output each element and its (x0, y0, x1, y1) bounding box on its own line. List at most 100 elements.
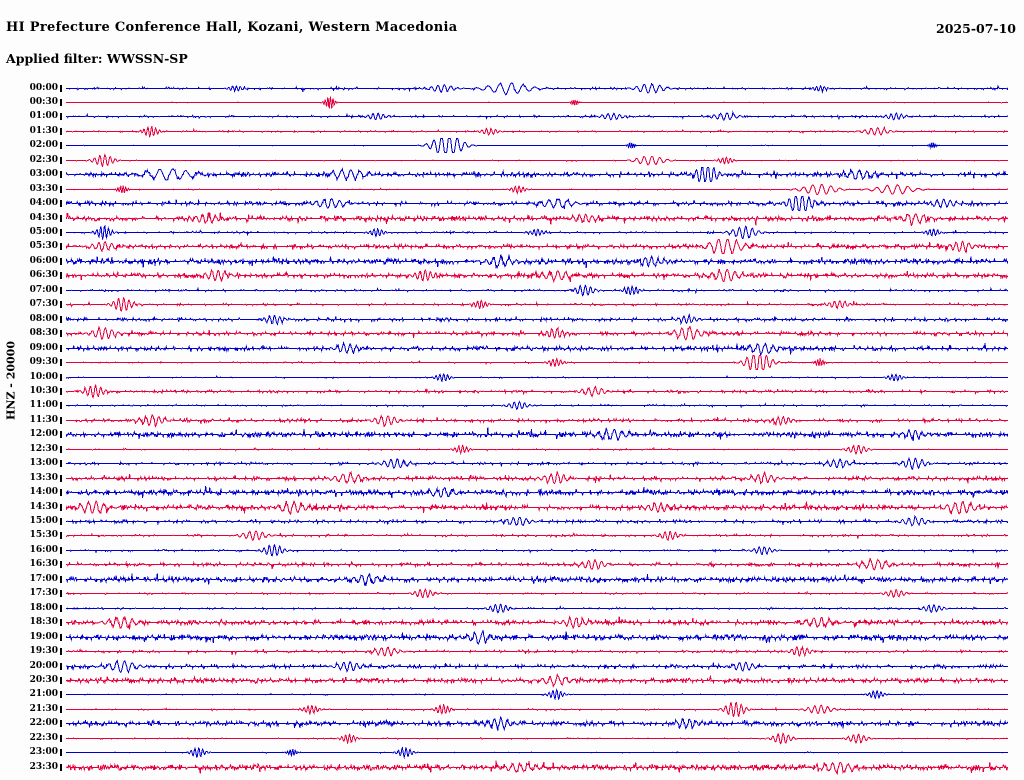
trace-time-label: 17:30 (29, 588, 58, 599)
trace-time-label: 23:00 (29, 747, 58, 758)
seismic-trace (66, 81, 1008, 95)
trace-row: 18:00 (0, 601, 1024, 616)
record-date: 2025-07-10 (936, 21, 1016, 36)
trace-row: 14:00 (0, 485, 1024, 500)
axis-tick (60, 127, 62, 135)
trace-row: 00:30 (0, 95, 1024, 110)
axis-tick (60, 633, 62, 641)
trace-row: 00:00 (0, 81, 1024, 96)
axis-tick (60, 200, 62, 208)
seismic-trace (66, 355, 1008, 370)
axis-tick (60, 98, 62, 106)
seismic-trace (66, 673, 1008, 688)
seismic-trace (66, 196, 1008, 212)
trace-row: 01:00 (0, 109, 1024, 124)
seismic-trace (66, 326, 1008, 341)
seismic-trace (66, 427, 1008, 442)
seismic-trace (66, 530, 1008, 542)
axis-tick (60, 359, 62, 367)
seismic-trace (66, 645, 1008, 658)
axis-tick (60, 561, 62, 569)
seismic-trace (66, 312, 1008, 326)
trace-time-label: 13:00 (29, 458, 58, 469)
trace-row: 12:30 (0, 442, 1024, 457)
axis-tick (60, 734, 62, 742)
axis-tick (60, 272, 62, 280)
trace-time-label: 17:00 (29, 573, 58, 584)
seismic-trace (66, 183, 1008, 195)
trace-time-label: 20:30 (29, 674, 58, 685)
trace-row: 07:00 (0, 283, 1024, 298)
trace-row: 19:00 (0, 629, 1024, 645)
trace-time-label: 04:30 (29, 212, 58, 223)
seismic-trace (66, 125, 1008, 139)
axis-tick (60, 518, 62, 525)
trace-time-label: 18:00 (29, 602, 58, 613)
axis-tick (60, 185, 62, 193)
trace-row: 04:30 (0, 211, 1024, 226)
trace-row: 18:30 (0, 615, 1024, 630)
trace-time-label: 20:00 (29, 660, 58, 671)
trace-time-label: 22:00 (29, 718, 58, 729)
seismic-trace (66, 658, 1008, 674)
page-title: HI Prefecture Conference Hall, Kozani, W… (6, 20, 458, 35)
trace-time-label: 22:30 (29, 732, 58, 743)
trace-row: 17:00 (0, 572, 1024, 587)
axis-tick (60, 156, 62, 164)
seismic-trace (66, 284, 1008, 297)
trace-row: 03:30 (0, 182, 1024, 197)
axis-tick (60, 113, 62, 121)
trace-time-label: 07:30 (29, 299, 58, 310)
seismic-trace (66, 746, 1008, 760)
axis-tick (60, 532, 62, 540)
trace-time-label: 23:30 (29, 761, 58, 772)
trace-row: 16:00 (0, 543, 1024, 558)
seismic-trace (66, 485, 1008, 499)
trace-time-label: 11:00 (29, 400, 58, 411)
axis-tick (60, 84, 62, 92)
seismic-trace (66, 629, 1008, 645)
seismic-trace (66, 110, 1008, 122)
trace-time-label: 00:30 (29, 96, 58, 107)
trace-row: 09:00 (0, 340, 1024, 356)
trace-row: 13:00 (0, 456, 1024, 471)
trace-time-label: 15:00 (29, 516, 58, 526)
seismic-trace (66, 615, 1008, 630)
axis-tick (60, 676, 62, 684)
axis-tick (60, 402, 62, 410)
axis-tick (60, 503, 62, 511)
trace-row: 08:30 (0, 326, 1024, 341)
axis-tick (60, 286, 62, 294)
trace-row: 11:30 (0, 413, 1024, 428)
axis-tick (60, 373, 62, 381)
seismic-trace (66, 153, 1008, 168)
trace-time-label: 05:00 (29, 227, 58, 237)
axis-tick (60, 344, 62, 352)
axis-tick (60, 445, 62, 453)
trace-time-label: 00:00 (29, 82, 58, 93)
seismic-trace (66, 701, 1008, 717)
trace-row: 10:00 (0, 370, 1024, 385)
trace-row: 21:30 (0, 701, 1024, 717)
trace-row: 23:00 (0, 745, 1024, 760)
trace-row: 20:00 (0, 658, 1024, 674)
axis-tick (60, 749, 62, 757)
trace-time-label: 07:00 (29, 284, 58, 295)
trace-row: 03:00 (0, 167, 1024, 183)
trace-time-label: 19:00 (29, 631, 58, 642)
axis-tick (60, 720, 62, 728)
trace-time-label: 18:30 (29, 617, 58, 628)
axis-tick (60, 214, 62, 222)
trace-row: 10:30 (0, 383, 1024, 399)
trace-row: 20:30 (0, 673, 1024, 688)
axis-tick (60, 460, 62, 468)
trace-time-label: 14:30 (29, 501, 58, 512)
trace-row: 08:00 (0, 312, 1024, 327)
trace-row: 16:30 (0, 557, 1024, 572)
trace-row: 17:30 (0, 586, 1024, 601)
axis-tick (60, 243, 62, 251)
seismic-trace (66, 732, 1008, 745)
trace-row: 09:30 (0, 355, 1024, 370)
trace-time-label: 06:00 (29, 255, 58, 266)
axis-tick (60, 431, 62, 439)
